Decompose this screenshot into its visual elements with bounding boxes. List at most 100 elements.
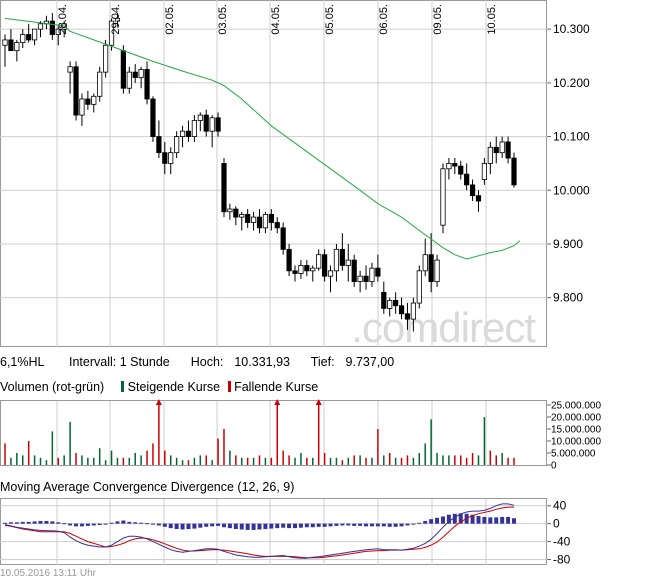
- macd-histogram-bar: [482, 516, 487, 524]
- candle-body: [97, 71, 103, 97]
- macd-histogram-bar: [91, 523, 96, 526]
- macd-histogram-bar: [26, 521, 31, 524]
- candle: [304, 260, 310, 277]
- candle-body: [67, 66, 73, 73]
- candle: [339, 233, 345, 271]
- candle: [221, 158, 227, 218]
- candle: [85, 90, 91, 110]
- candle-body: [227, 208, 233, 213]
- candle: [79, 93, 85, 126]
- falling-legend-label: Fallende Kurse: [234, 380, 319, 394]
- candle-body: [351, 259, 357, 282]
- candle: [144, 61, 150, 105]
- candle: [239, 211, 245, 231]
- candle: [55, 26, 61, 46]
- date-label: 04.05.: [270, 4, 282, 35]
- volume-tick-label: 5.000.000: [551, 449, 596, 460]
- macd-histogram-bar: [68, 523, 73, 526]
- candle: [286, 243, 292, 277]
- macd-histogram-bar: [281, 523, 286, 528]
- candle-body: [79, 98, 85, 116]
- macd-histogram-bar: [62, 523, 67, 525]
- macd-histogram-bar: [79, 523, 84, 527]
- candle-body: [185, 130, 192, 137]
- price-grid: [0, 0, 547, 347]
- candle-body: [250, 216, 257, 223]
- macd-histogram-bar: [446, 514, 451, 524]
- candle: [440, 163, 446, 234]
- candle: [369, 262, 375, 287]
- rising-legend-label: Steigende Kurse: [127, 380, 221, 394]
- macd-histogram-bar: [233, 523, 238, 530]
- macd-histogram-bar: [423, 520, 428, 524]
- candle-body: [233, 208, 239, 218]
- candle-body: [73, 66, 79, 116]
- volume-clip-arrow: [315, 399, 322, 405]
- candle-body: [375, 267, 381, 277]
- macd-histogram-bar: [417, 522, 422, 524]
- candle-body: [126, 71, 132, 89]
- candle: [333, 243, 340, 282]
- macd-histogram-bar: [269, 523, 274, 529]
- candle-body: [2, 39, 8, 46]
- macd-histogram-bar: [198, 523, 203, 528]
- volume-title: Volumen (rot-grün): [0, 380, 105, 394]
- date-labels: 28.04. 29.04. 02.05. 03.05. 04.05. 05.05. 06.0…: [57, 4, 498, 35]
- candle-body: [428, 254, 434, 282]
- macd-histogram-bar: [470, 514, 475, 524]
- candle-body: [452, 163, 458, 167]
- macd-histogram-bar: [429, 519, 434, 524]
- macd-histogram-bar: [204, 523, 209, 527]
- watermark: .comdirect: [351, 304, 536, 351]
- macd-histogram-bar: [50, 521, 55, 524]
- macd-histogram-bar: [180, 523, 185, 530]
- candle: [37, 21, 44, 38]
- candle: [428, 233, 434, 293]
- macd-histogram-bar: [227, 523, 232, 529]
- macd-tick-label: 0: [553, 517, 560, 531]
- macd-histogram-bar: [74, 523, 79, 527]
- candle: [464, 163, 470, 191]
- candle-body: [487, 146, 493, 164]
- macd-histogram-bar: [216, 523, 221, 526]
- candle: [375, 254, 381, 282]
- macd-marks: [3, 503, 516, 559]
- macd-histogram-bar: [340, 523, 345, 526]
- candle: [310, 265, 316, 282]
- candle: [262, 211, 269, 234]
- candle: [185, 120, 192, 142]
- price-panel-frame: [0, 0, 547, 347]
- macd-histogram-bar: [38, 520, 43, 524]
- candle: [499, 136, 505, 159]
- macd-histogram-bar: [293, 523, 298, 529]
- candle-body: [262, 214, 269, 229]
- candle: [274, 217, 280, 234]
- candle-body: [120, 50, 126, 89]
- volume-panel-frame: [0, 400, 547, 466]
- volume-bars: [4, 399, 515, 465]
- macd-histogram-bar: [381, 523, 386, 527]
- macd-histogram-bar: [500, 516, 505, 524]
- signal-line: [4, 506, 514, 559]
- macd-header: Moving Average Convergence Divergence (1…: [0, 480, 295, 494]
- candle: [387, 297, 393, 317]
- low-value: 9.737,00: [345, 355, 395, 369]
- candle: [209, 115, 215, 148]
- interval-value: 1 Stunde: [119, 355, 170, 369]
- price-tick-label: 9.800: [553, 291, 583, 305]
- candle-body: [310, 267, 316, 272]
- macd-histogram-bar: [245, 523, 250, 530]
- interval-label: Intervall:: [68, 355, 117, 369]
- candle: [493, 136, 499, 164]
- candle-body: [179, 130, 186, 137]
- volume-tick-label: 10.000.000: [551, 437, 601, 448]
- macd-histogram-bar: [476, 516, 481, 524]
- candle: [481, 158, 488, 185]
- date-label: 02.05.: [164, 4, 176, 35]
- candle-body: [345, 259, 351, 266]
- candle: [292, 265, 298, 282]
- candle: [458, 160, 464, 180]
- macd-histogram-bar: [358, 523, 363, 526]
- macd-histogram-bar: [440, 516, 445, 524]
